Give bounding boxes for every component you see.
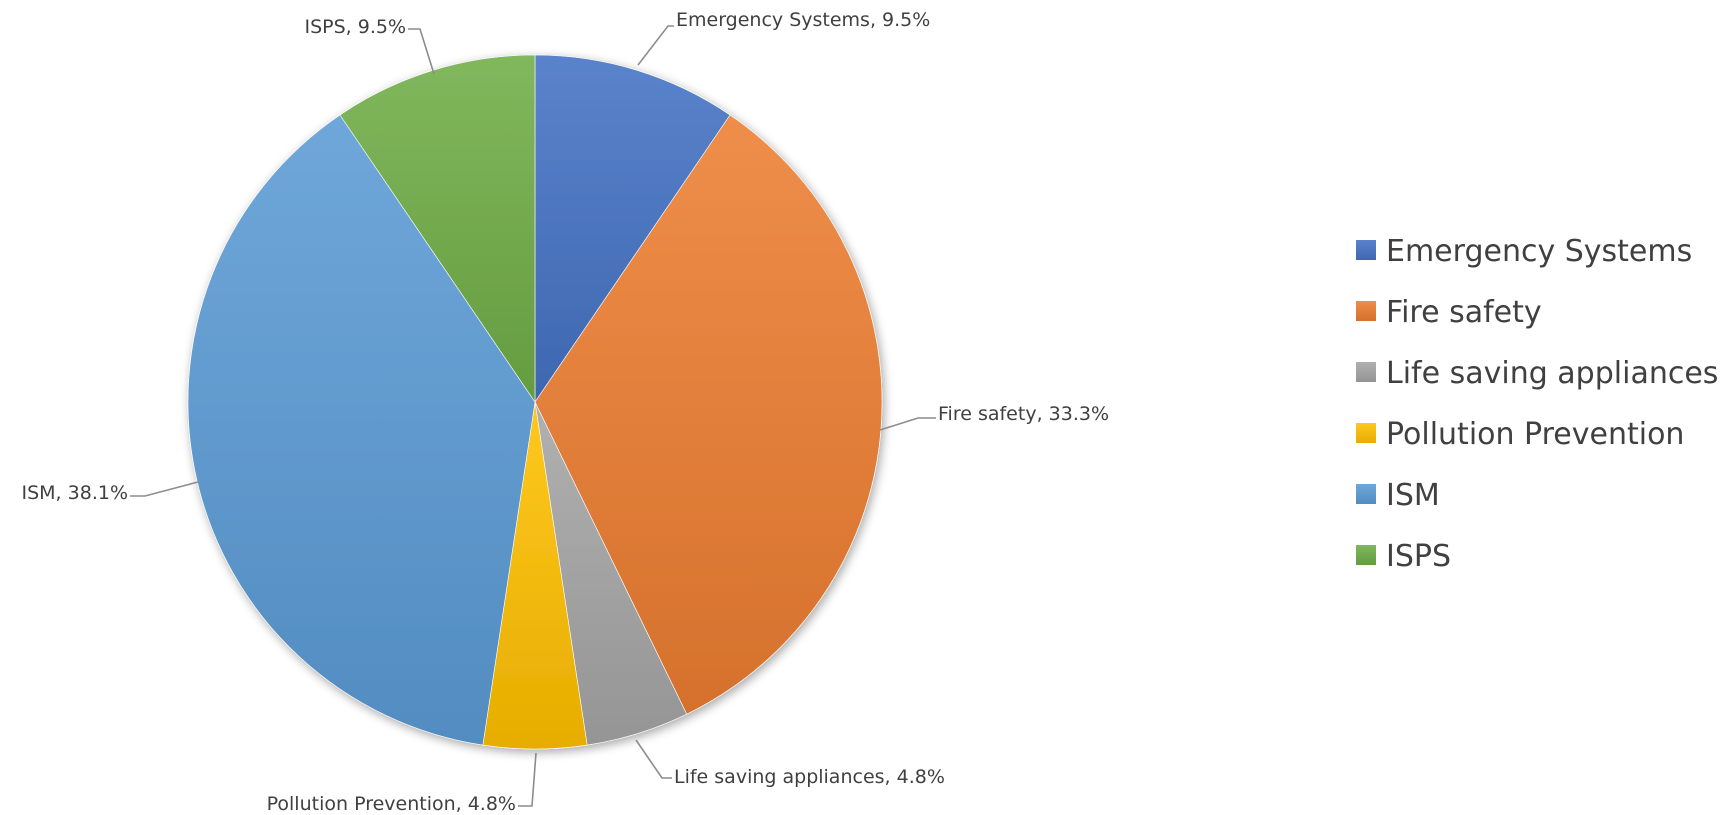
leader-line [879,417,936,431]
legend: Emergency Systems Fire safety Life saving … [1356,234,1718,574]
legend-label: Fire safety [1386,295,1542,330]
legend-label: ISPS [1386,539,1451,574]
legend-swatch [1356,423,1376,443]
legend-label: ISM [1386,478,1440,513]
legend-label: Emergency Systems [1386,234,1692,269]
data-label: Fire safety, 33.3% [938,403,1109,425]
data-label: ISM, 38.1% [22,482,129,504]
leader-line [408,28,435,75]
data-label: Pollution Prevention, 4.8% [267,793,516,815]
pie-slice-emergency-systems [534,54,731,403]
data-labels: Emergency Systems, 9.5% Fire safety, 33.3… [22,9,1110,815]
pie-slices [187,54,883,750]
leader-lines [130,25,936,807]
data-label: Emergency Systems, 9.5% [676,9,930,31]
legend-label: Pollution Prevention [1386,417,1684,452]
data-label: ISPS, 9.5% [304,16,406,38]
legend-swatch [1356,484,1376,504]
legend-swatch [1356,301,1376,321]
legend-swatch [1356,240,1376,260]
data-label: Life saving appliances, 4.8% [674,766,945,788]
leader-line [635,739,672,779]
legend-swatch [1356,545,1376,565]
pie-slice-ism [187,114,536,746]
pie-slice-fire-safety [534,114,883,715]
leader-line [518,752,537,807]
leader-line [130,481,199,497]
leader-line [637,25,674,66]
legend-swatch [1356,362,1376,382]
legend-label: Life saving appliances [1386,356,1718,391]
